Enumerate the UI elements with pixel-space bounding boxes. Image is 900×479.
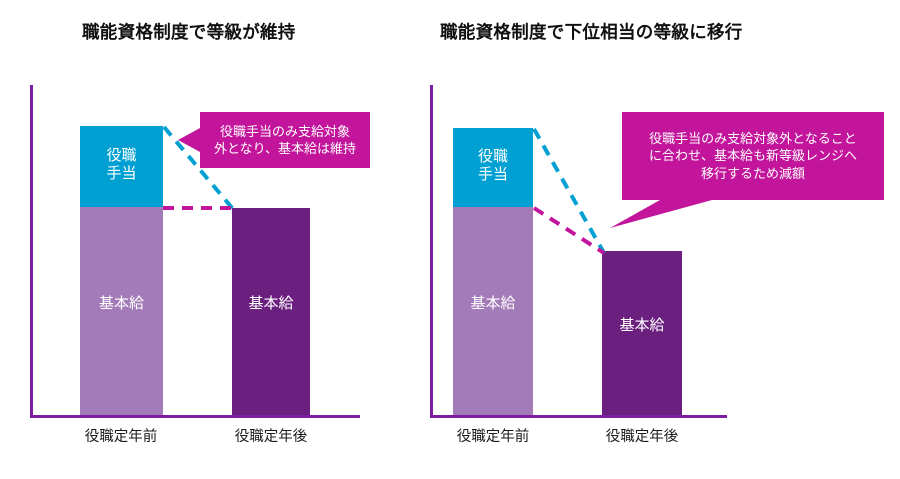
bar-label-left-before-allowance: 役職 手当 <box>106 147 137 183</box>
chart-title-right: 職能資格制度で下位相当の等級に移行 <box>440 22 743 42</box>
bar-left-before-allowance[interactable]: 役職 手当 <box>80 126 163 207</box>
callout-box-right: 役職手当のみ支給対象外となること に合わせ、基本給も新等級レンジへ 移行するため… <box>622 112 884 200</box>
callout-box-left: 役職手当のみ支給対象 外となり、基本給は維持 <box>200 112 370 168</box>
bar-left-after-base[interactable]: 基本給 <box>232 208 310 415</box>
bar-right-before-base[interactable]: 基本給 <box>453 207 533 415</box>
bar-left-before-base[interactable]: 基本給 <box>80 207 163 415</box>
bar-label-right-before-base: 基本給 <box>470 295 516 312</box>
bar-label-right-before-allowance: 役職 手当 <box>477 148 508 184</box>
y-axis-line-right <box>430 85 433 418</box>
category-label-right-before: 役職定年前 <box>456 429 530 445</box>
bar-label-left-before-base: 基本給 <box>98 295 144 312</box>
y-axis-line-left <box>30 85 33 418</box>
category-label-left-after: 役職定年後 <box>234 429 308 445</box>
category-label-left-before: 役職定年前 <box>84 429 158 445</box>
bar-right-before-allowance[interactable]: 役職 手当 <box>453 128 533 207</box>
bar-right-after-base[interactable]: 基本給 <box>602 251 682 415</box>
bar-label-left-after-base: 基本給 <box>248 295 294 312</box>
x-axis-line-left <box>30 415 360 418</box>
chart-panel-left: 役職 手当 基本給 基本給 役職定年前 役職定年後 <box>0 0 440 479</box>
x-axis-line-right <box>430 415 727 418</box>
chart-title-left: 職能資格制度で等級が維持 <box>82 22 296 42</box>
chart-panel-right: 役職 手当 基本給 基本給 役職定年前 役職定年後 <box>425 0 900 479</box>
category-label-right-after: 役職定年後 <box>605 429 679 445</box>
bar-label-right-after-base: 基本給 <box>619 317 665 334</box>
